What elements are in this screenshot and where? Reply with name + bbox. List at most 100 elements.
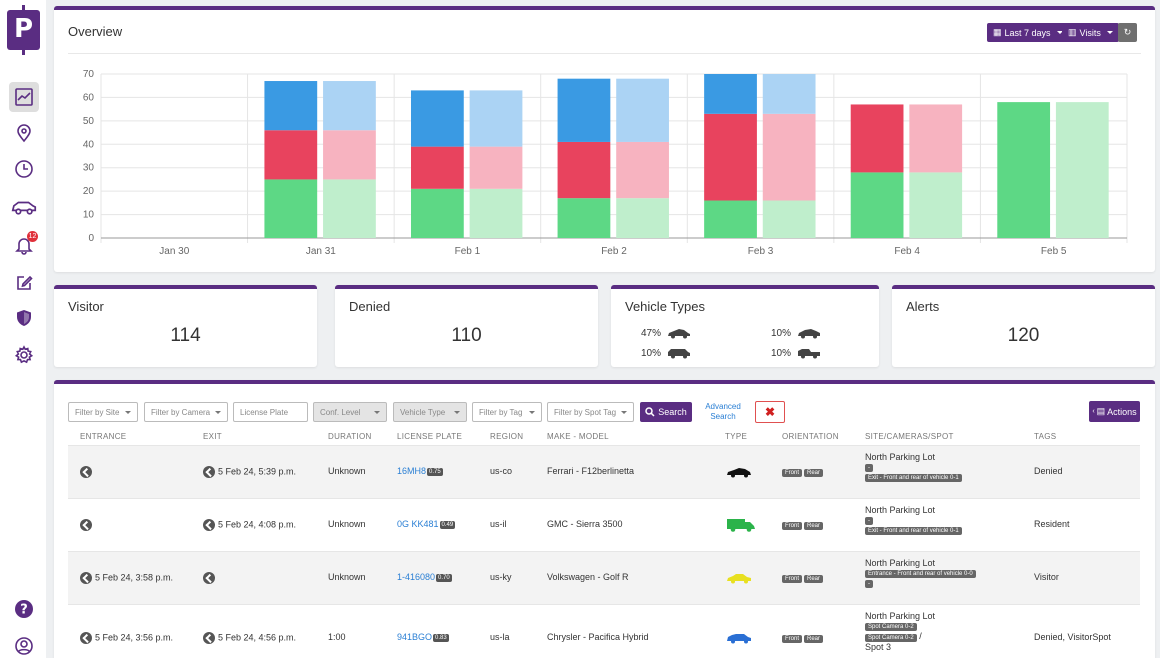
date-range-dropdown[interactable]: ▦ Last 7 days — [987, 23, 1069, 42]
region-cell: us-ky — [490, 572, 512, 582]
filter-spot-tag-select[interactable]: Filter by Spot Tag — [547, 402, 634, 422]
col-header-exit[interactable]: EXIT — [203, 432, 222, 441]
col-header-entrance[interactable]: ENTRANCE — [80, 432, 127, 441]
table-row[interactable]: 5 Feb 24, 3:58 p.m. Unknown 1-416080 0.70… — [68, 551, 1140, 604]
col-header-orientation[interactable]: ORIENTATION — [782, 432, 839, 441]
vehicle-type-item: 10% — [623, 347, 691, 359]
table-row[interactable]: 5 Feb 24, 3:56 p.m. 5 Feb 24, 4:56 p.m. … — [68, 604, 1140, 658]
bar-segment-blue — [264, 81, 318, 131]
sidebar-item-settings[interactable] — [9, 340, 39, 370]
bar-segment-blue — [616, 78, 669, 142]
sidebar-item-help[interactable]: ? — [9, 594, 39, 624]
app-logo[interactable]: P — [7, 5, 40, 55]
advanced-search-link[interactable]: Advanced Search — [705, 402, 741, 421]
make-model-cell: Chrysler - Pacifica Hybrid — [547, 632, 649, 642]
sidebar-item-vehicles[interactable] — [9, 192, 39, 222]
bar-segment-green — [616, 198, 669, 238]
region-cell: us-il — [490, 519, 507, 529]
actions-button[interactable]: ‹ ▤ Actions — [1089, 401, 1140, 422]
col-header-make-model[interactable]: MAKE - MODEL — [547, 432, 609, 441]
refresh-button[interactable]: ↻ — [1118, 23, 1137, 42]
plate-cell[interactable]: 1-416080 0.70 — [397, 572, 452, 582]
col-header-site[interactable]: SITE/CAMERAS/SPOT — [865, 432, 954, 441]
bar-segment-green — [557, 198, 611, 238]
sidebar-item-analytics[interactable] — [9, 82, 39, 112]
plate-cell[interactable]: 0G KK481 0.49 — [397, 519, 456, 529]
license-plate-input[interactable]: License Plate — [233, 402, 308, 422]
bar-segment-red — [557, 141, 611, 199]
orientation-cell: Front Rear — [782, 572, 825, 583]
col-header-region[interactable]: REGION — [490, 432, 524, 441]
clear-filters-button[interactable]: ✖ — [755, 401, 785, 423]
orientation-cell: Front Rear — [782, 632, 825, 643]
col-header-tags[interactable]: TAGS — [1034, 432, 1057, 441]
col-header-duration[interactable]: DURATION — [328, 432, 372, 441]
tags-cell: Resident — [1034, 519, 1070, 529]
vehicle-type-icon — [727, 519, 755, 532]
gear-icon — [14, 345, 34, 364]
sidebar-item-security[interactable] — [9, 303, 39, 333]
vehicle-type-select[interactable]: Vehicle Type — [393, 402, 467, 422]
entrance-arrow-icon — [80, 466, 92, 478]
metric-dropdown[interactable]: ▥ Visits — [1062, 23, 1119, 42]
sidebar-item-account[interactable] — [9, 631, 39, 658]
bar-segment-red — [909, 104, 963, 173]
bar-chart-icon: ▥ — [1068, 27, 1077, 37]
x-tick-label: Feb 5 — [1041, 246, 1067, 257]
visitor-card: Visitor 114 — [54, 285, 317, 367]
entrance-cell: 5 Feb 24, 3:58 p.m. — [80, 572, 173, 584]
table-row[interactable]: 5 Feb 24, 5:39 p.m. Unknown 16MH8 0.75 us… — [68, 445, 1140, 498]
bar-segment-red — [469, 146, 523, 189]
denied-label: Denied — [349, 299, 391, 314]
edit-icon — [17, 275, 33, 290]
van-icon — [668, 349, 690, 359]
metric-label: Visits — [1079, 27, 1101, 38]
y-tick-label: 40 — [83, 139, 95, 150]
bar-segment-green — [264, 179, 318, 238]
col-header-type[interactable]: TYPE — [725, 432, 748, 441]
user-circle-icon — [15, 637, 33, 655]
line-chart-icon — [15, 88, 33, 106]
date-range-label: Last 7 days — [1004, 27, 1051, 38]
x-tick-label: Feb 2 — [601, 246, 627, 257]
sidebar-item-locations[interactable] — [9, 118, 39, 148]
bar-segment-green — [762, 200, 816, 238]
filter-site-select[interactable]: Filter by Site — [68, 402, 138, 422]
y-tick-label: 30 — [83, 163, 95, 174]
duration-cell: Unknown — [328, 572, 366, 582]
sidebar-item-alerts[interactable]: 12 — [9, 230, 39, 260]
entrance-arrow-icon — [80, 632, 92, 644]
alerts-badge: 12 — [27, 231, 38, 242]
vehicle-types-card: Vehicle Types 47% 10% 10% 10% — [611, 285, 879, 367]
alerts-label: Alerts — [906, 299, 940, 314]
filter-camera-select[interactable]: Filter by Camera — [144, 402, 228, 422]
orientation-cell: Front Rear — [782, 519, 825, 530]
entrance-cell: 5 Feb 24, 3:56 p.m. — [80, 632, 173, 644]
car-icon — [11, 201, 37, 215]
sidebar-item-edit[interactable] — [9, 268, 39, 298]
tags-cell: Visitor — [1034, 572, 1059, 582]
exit-arrow-icon — [203, 519, 215, 531]
entrance-cell — [80, 466, 95, 478]
plate-cell[interactable]: 16MH8 0.75 — [397, 466, 443, 476]
region-cell: us-co — [490, 466, 513, 476]
filter-tag-select[interactable]: Filter by Tag — [472, 402, 542, 422]
search-button[interactable]: Search — [640, 402, 692, 422]
bar-segment-red — [323, 130, 376, 180]
y-tick-label: 70 — [83, 69, 95, 80]
denied-value: 110 — [451, 325, 482, 346]
table-row[interactable]: 5 Feb 24, 4:08 p.m. Unknown 0G KK481 0.49… — [68, 498, 1140, 551]
plate-cell[interactable]: 941BGO 0.83 — [397, 632, 449, 642]
pickup-icon — [798, 349, 820, 359]
y-tick-label: 0 — [88, 233, 94, 244]
sidebar-item-history[interactable] — [9, 154, 39, 184]
exit-cell: 5 Feb 24, 4:56 p.m. — [203, 632, 296, 644]
conf-level-select[interactable]: Conf. Level — [313, 402, 387, 422]
col-header-license-plate[interactable]: LICENSE PLATE — [397, 432, 463, 441]
calendar-icon: ▦ — [993, 27, 1002, 37]
vehicle-types-label: Vehicle Types — [625, 299, 705, 314]
y-tick-label: 20 — [83, 186, 95, 197]
entrance-arrow-icon — [80, 572, 92, 584]
exit-cell: 5 Feb 24, 5:39 p.m. — [203, 466, 296, 478]
x-tick-label: Feb 4 — [894, 246, 920, 257]
